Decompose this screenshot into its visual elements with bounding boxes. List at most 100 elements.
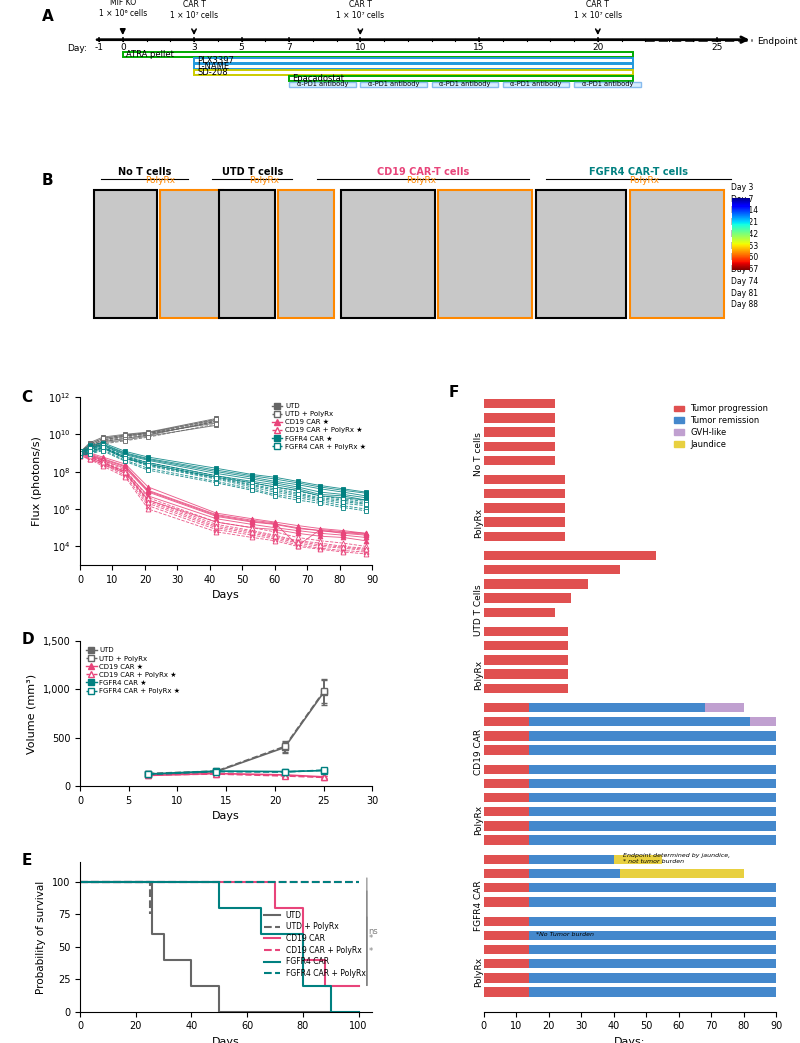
Text: -1: -1 bbox=[94, 44, 103, 52]
Text: C: C bbox=[22, 390, 33, 405]
Bar bbox=[483, 441, 555, 451]
Text: 5: 5 bbox=[238, 44, 245, 52]
Bar bbox=[483, 413, 555, 422]
Text: PolyRx: PolyRx bbox=[474, 805, 483, 835]
Text: 0: 0 bbox=[120, 44, 126, 52]
Bar bbox=[483, 718, 529, 726]
Text: Day:: Day: bbox=[67, 44, 87, 53]
Text: FGFR4 CAR-T cells: FGFR4 CAR-T cells bbox=[589, 167, 688, 177]
Bar bbox=[483, 683, 568, 693]
Bar bbox=[483, 766, 529, 774]
Bar bbox=[620, 869, 743, 878]
Bar bbox=[483, 607, 555, 616]
Text: Day 7: Day 7 bbox=[730, 195, 753, 203]
Text: 20: 20 bbox=[592, 44, 603, 52]
Text: PolyRx: PolyRx bbox=[406, 176, 436, 186]
FancyBboxPatch shape bbox=[160, 190, 222, 318]
Text: α-PD1 antibody: α-PD1 antibody bbox=[368, 81, 419, 88]
Bar bbox=[705, 703, 743, 712]
Bar bbox=[483, 855, 529, 865]
Text: Epacadostat: Epacadostat bbox=[293, 74, 345, 82]
Bar bbox=[529, 945, 776, 954]
Text: UTD T cells: UTD T cells bbox=[222, 167, 283, 177]
FancyBboxPatch shape bbox=[536, 190, 626, 318]
Legend: UTD, UTD + PolyRx, CD19 CAR, CD19 CAR + PolyRx, FGFR4 CAR, FGFR4 CAR + PolyRx: UTD, UTD + PolyRx, CD19 CAR, CD19 CAR + … bbox=[262, 907, 369, 981]
Bar bbox=[483, 399, 555, 409]
Text: *No Tumor burden: *No Tumor burden bbox=[535, 931, 594, 937]
FancyBboxPatch shape bbox=[219, 190, 275, 318]
Bar bbox=[529, 869, 620, 878]
Bar bbox=[483, 794, 529, 802]
Text: CAR T
1 × 10⁷ cells: CAR T 1 × 10⁷ cells bbox=[170, 0, 218, 20]
Text: α-PD1 antibody: α-PD1 antibody bbox=[582, 81, 633, 88]
Bar bbox=[529, 779, 776, 789]
Text: α-PD1 antibody: α-PD1 antibody bbox=[297, 81, 348, 88]
Text: Day 14: Day 14 bbox=[730, 207, 758, 216]
X-axis label: Days: Days bbox=[212, 590, 240, 601]
FancyBboxPatch shape bbox=[122, 52, 634, 56]
Bar bbox=[483, 835, 529, 845]
Text: RH30-CD19
MIF KO
1 × 10⁶ cells: RH30-CD19 MIF KO 1 × 10⁶ cells bbox=[98, 0, 147, 18]
Bar bbox=[529, 822, 776, 830]
Bar bbox=[529, 973, 776, 983]
Bar bbox=[529, 988, 776, 996]
FancyBboxPatch shape bbox=[278, 190, 334, 318]
Bar bbox=[483, 703, 529, 712]
FancyBboxPatch shape bbox=[503, 82, 570, 87]
Text: No T cells: No T cells bbox=[118, 167, 171, 177]
Text: Day 3: Day 3 bbox=[730, 183, 753, 192]
Bar bbox=[483, 565, 620, 575]
Bar bbox=[750, 718, 776, 726]
X-axis label: Days: Days bbox=[212, 1037, 240, 1043]
FancyBboxPatch shape bbox=[341, 190, 435, 318]
FancyBboxPatch shape bbox=[431, 82, 498, 87]
Text: A: A bbox=[42, 9, 54, 24]
Bar bbox=[483, 532, 565, 540]
Legend: Tumor progression, Tumor remission, GVH-like, Jaundice: Tumor progression, Tumor remission, GVH-… bbox=[670, 401, 772, 453]
Text: Endpoint determined by jaundice,
* not tumor burden: Endpoint determined by jaundice, * not t… bbox=[623, 853, 730, 864]
Bar bbox=[529, 731, 776, 741]
Text: UTD T Cells: UTD T Cells bbox=[474, 584, 483, 635]
Bar bbox=[483, 655, 568, 664]
Text: 15: 15 bbox=[474, 44, 485, 52]
Text: PolyRx: PolyRx bbox=[250, 176, 279, 186]
Bar bbox=[483, 517, 565, 527]
Bar bbox=[483, 476, 565, 484]
Bar bbox=[483, 822, 529, 830]
FancyBboxPatch shape bbox=[630, 190, 724, 318]
Bar bbox=[483, 917, 529, 926]
Y-axis label: Volume (mm³): Volume (mm³) bbox=[27, 674, 37, 754]
Bar bbox=[483, 869, 529, 878]
Bar bbox=[529, 931, 776, 941]
Bar bbox=[483, 670, 568, 679]
Text: CD19 CAR-T cells: CD19 CAR-T cells bbox=[377, 167, 469, 177]
Bar bbox=[483, 593, 571, 603]
Bar bbox=[529, 960, 776, 969]
Bar bbox=[483, 580, 587, 588]
Bar bbox=[483, 988, 529, 996]
Text: Day 21: Day 21 bbox=[730, 218, 758, 227]
Bar bbox=[483, 807, 529, 817]
Text: PolyRx: PolyRx bbox=[474, 660, 483, 690]
Bar bbox=[483, 931, 529, 941]
Bar bbox=[483, 552, 656, 560]
Text: Day 53: Day 53 bbox=[730, 242, 758, 250]
FancyBboxPatch shape bbox=[289, 82, 355, 87]
Text: No T cells: No T cells bbox=[474, 432, 483, 476]
Text: F: F bbox=[449, 385, 459, 399]
Text: Endpoint: Endpoint bbox=[757, 37, 798, 46]
Bar bbox=[529, 766, 776, 774]
X-axis label: Days: Days bbox=[212, 811, 240, 821]
Bar bbox=[529, 807, 776, 817]
Bar bbox=[483, 779, 529, 789]
Bar bbox=[483, 489, 565, 499]
Text: CD19 CAR: CD19 CAR bbox=[474, 729, 483, 775]
Text: SD-208: SD-208 bbox=[198, 68, 228, 77]
Bar bbox=[483, 428, 555, 437]
Bar bbox=[529, 883, 776, 893]
Bar bbox=[529, 703, 705, 712]
Text: FGFR4 CAR: FGFR4 CAR bbox=[474, 881, 483, 931]
Text: PolyRx: PolyRx bbox=[145, 176, 175, 186]
Text: B: B bbox=[42, 173, 54, 188]
Text: 7: 7 bbox=[286, 44, 292, 52]
